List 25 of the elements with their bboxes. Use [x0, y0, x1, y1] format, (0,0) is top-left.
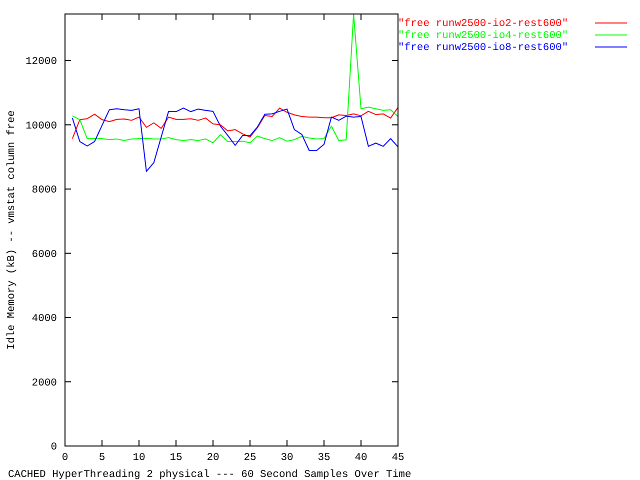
y-tick-label: 8000: [32, 184, 57, 197]
x-tick-label: 35: [318, 452, 330, 464]
text: "free runw2500-io4-rest600": [398, 30, 568, 42]
y-tick-label: 10000: [25, 120, 57, 132]
line-series: [72, 106, 398, 140]
x-tick-label: 20: [206, 452, 220, 464]
x-tick-label: 5: [98, 452, 106, 464]
x-tick-label: 0: [62, 452, 68, 464]
line-series: [72, 108, 398, 172]
y-tick-label: 2000: [32, 377, 57, 390]
y-tick-label: 6000: [32, 248, 57, 261]
text: "free runw2500-io8-rest600": [398, 42, 568, 54]
line-series: [72, 14, 398, 144]
x-tick-label: 10: [132, 452, 146, 464]
y-axis-title: Idle Memory (kB) -- vmstat column free: [6, 110, 18, 350]
y-tick-label: 12000: [25, 56, 57, 68]
text: "free runw2500-io2-rest600": [398, 18, 568, 30]
x-tick-label: 40: [354, 452, 368, 464]
x-tick-label: 30: [280, 452, 294, 464]
y-tick-label: 4000: [32, 313, 57, 326]
y-tick-label: 0: [50, 442, 57, 454]
x-tick-label: 45: [392, 452, 404, 464]
x-axis-title: CACHED HyperThreading 2 physical --- 60 Second Samples Over Time: [8, 469, 412, 480]
x-tick-label: 25: [244, 452, 256, 464]
x-tick-label: 15: [170, 452, 182, 464]
